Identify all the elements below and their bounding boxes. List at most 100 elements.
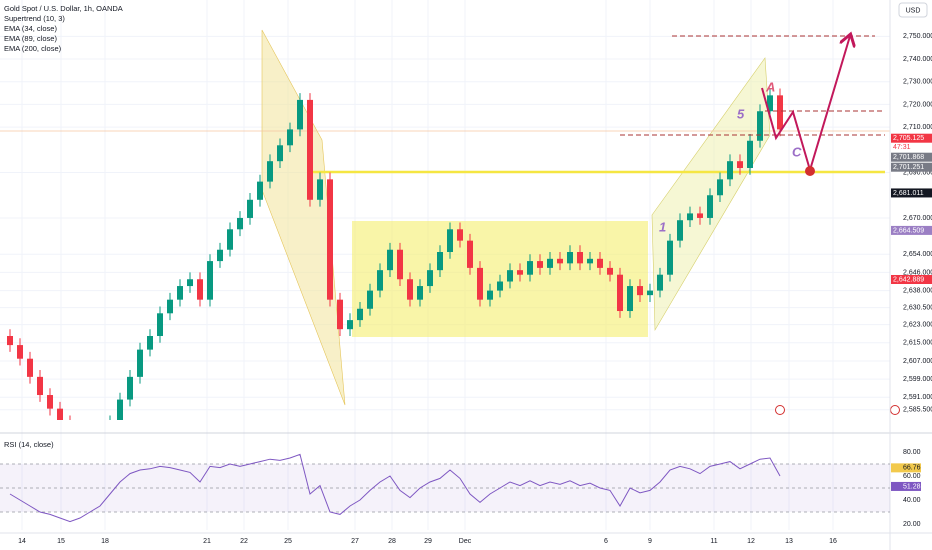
candle-body [437, 252, 443, 271]
price-label-box [891, 188, 932, 198]
price-label-box [891, 274, 932, 284]
currency: USD [906, 7, 921, 14]
candle-body [377, 270, 383, 291]
candle-body [707, 195, 713, 218]
price-label-box [891, 225, 932, 235]
candle-body [477, 267, 483, 300]
target-dot [805, 166, 815, 176]
x-tick-label: 25 [284, 538, 292, 545]
candle-body [117, 399, 123, 420]
candle-body [187, 279, 193, 287]
candle-body [547, 258, 553, 268]
rsi-tick-label: 60.00 [903, 473, 921, 480]
candle-body [517, 270, 523, 275]
candle-body [307, 99, 313, 200]
y-tick-label: 2,591.000 [903, 394, 932, 401]
price-label-box [891, 162, 932, 172]
candle-body [257, 181, 263, 200]
countdown: 47:31 [893, 144, 911, 151]
candle-body [567, 252, 573, 264]
y-tick-label: 2,623.000 [903, 321, 932, 328]
candle-body [177, 286, 183, 300]
wave-label: 1 [659, 219, 666, 234]
candle-body [687, 213, 693, 221]
candle-body [727, 161, 733, 180]
candle-body [717, 179, 723, 196]
candle-body [327, 179, 333, 300]
x-tick-label: 6 [604, 538, 608, 545]
candle-body [427, 270, 433, 287]
y-tick-label: 2,670.000 [903, 215, 932, 222]
candle-body [487, 290, 493, 300]
x-tick-label: 18 [101, 538, 109, 545]
candle-body [777, 95, 783, 130]
candle-body [507, 270, 513, 282]
y-tick-label: 2,638.000 [903, 287, 932, 294]
rsi-title: RSI (14, close) [4, 440, 54, 449]
candle-body [757, 111, 763, 141]
candle-body [387, 249, 393, 271]
x-tick-label: 21 [203, 538, 211, 545]
candle-body [37, 376, 43, 396]
candle-body [397, 249, 403, 280]
rsi-label: 66.76 [903, 465, 921, 472]
y-tick-label: 2,654.000 [903, 251, 932, 258]
candle-body [747, 140, 753, 168]
candle-body [647, 290, 653, 296]
candle-body [537, 261, 543, 268]
candle-body [527, 261, 533, 275]
candle-body [557, 258, 563, 264]
candle-body [217, 249, 223, 262]
candle-body [587, 258, 593, 264]
price-label: 2,642.889 [893, 276, 924, 283]
y-tick-label: 2,710.000 [903, 124, 932, 131]
wave-label: C [792, 144, 802, 159]
candle-body [347, 320, 353, 330]
candle-body [157, 313, 163, 336]
x-tick-label: 13 [785, 538, 793, 545]
candle-body [7, 336, 13, 346]
rsi-label: 51.28 [903, 483, 921, 490]
price-label: 2,701.251 [893, 164, 924, 171]
candle-body [767, 95, 773, 112]
event-icon[interactable] [890, 405, 900, 415]
price-label: 2,705.125 [893, 135, 924, 142]
candle-body [667, 240, 673, 275]
candle-body [197, 279, 203, 300]
x-tick-label: 9 [648, 538, 652, 545]
candle-body [637, 286, 643, 296]
price-label-box [891, 152, 932, 162]
candle-body [737, 161, 743, 168]
candle-body [467, 240, 473, 268]
event-icon[interactable] [775, 405, 785, 415]
rsi-tick-label: 80.00 [903, 449, 921, 456]
rsi-line [9, 453, 781, 523]
channel-right [651, 57, 771, 332]
candle-body [577, 252, 583, 264]
wave-label: A [765, 79, 775, 94]
candle-body [287, 129, 293, 146]
price-label: 2,664.509 [893, 227, 924, 234]
y-tick-label: 2,720.000 [903, 101, 932, 108]
candle-body [237, 217, 243, 230]
y-tick-label: 2,690.000 [903, 169, 932, 176]
indicator-label: EMA (89, close) [4, 34, 57, 43]
x-tick-label: Dec [459, 538, 472, 545]
rsi-label-box [891, 481, 921, 491]
candle-body [357, 308, 363, 321]
indicator-label: EMA (34, close) [4, 24, 57, 33]
x-tick-label: 12 [747, 538, 755, 545]
currency-button[interactable] [898, 2, 928, 18]
wave-path [761, 36, 850, 174]
wave-label: 5 [737, 106, 745, 121]
candle-body [497, 281, 503, 291]
price-label: 2,701.868 [893, 154, 924, 161]
x-tick-label: 14 [18, 538, 26, 545]
candle-body [167, 299, 173, 314]
y-tick-label: 2,630.500 [903, 304, 932, 311]
x-tick-label: 15 [57, 538, 65, 545]
candle-body [47, 395, 53, 409]
indicator-label: Supertrend (10, 3) [4, 14, 65, 23]
y-tick-label: 2,599.000 [903, 376, 932, 383]
